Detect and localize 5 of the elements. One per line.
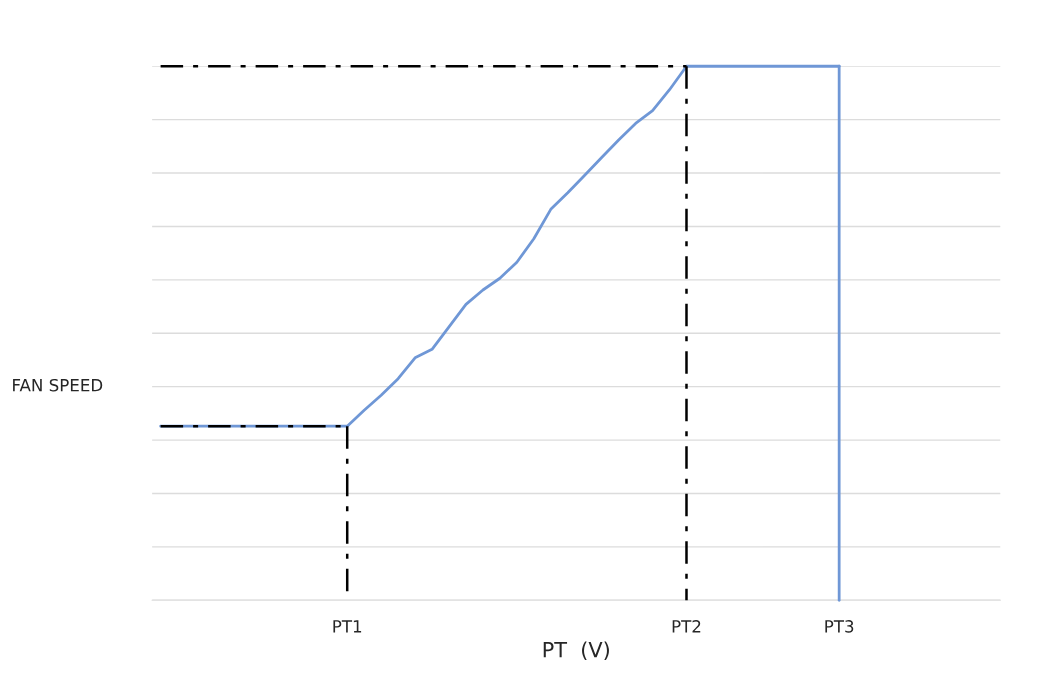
x-tick-label: PT2 [672,620,701,633]
x-tick-label: PT1 [333,620,362,633]
text: FAN SPEED [13,378,103,392]
x-tick-label: PT3 [825,620,854,633]
x-axis-title: PT (V) [543,641,609,661]
